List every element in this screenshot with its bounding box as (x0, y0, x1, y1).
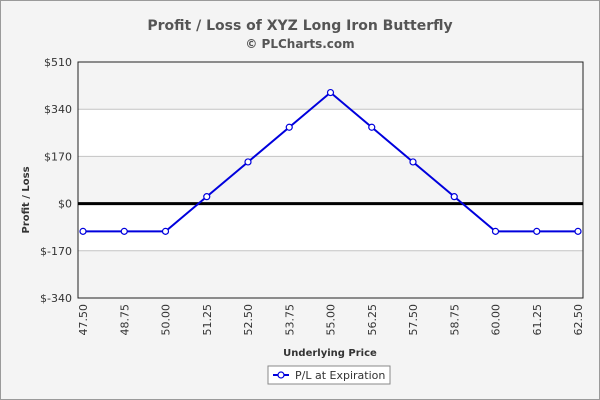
chart-subtitle: © PLCharts.com (245, 37, 354, 51)
x-tick-label: 47.50 (77, 304, 90, 336)
x-tick-label: 60.00 (490, 304, 503, 336)
data-point (450, 193, 458, 201)
data-point (120, 227, 128, 235)
data-point (203, 193, 211, 201)
y-tick-label: $-340 (40, 292, 72, 305)
x-tick-label: 57.50 (407, 304, 420, 336)
y-tick-label: $-170 (40, 245, 72, 258)
x-tick-label: 55.00 (325, 304, 338, 336)
data-point (161, 227, 170, 235)
x-tick-label: 48.75 (118, 304, 131, 336)
legend-series-label: P/L at Expiration (295, 369, 385, 382)
x-tick-label: 53.75 (283, 304, 296, 336)
x-tick-label: 58.75 (448, 304, 461, 336)
x-axis-title: Underlying Price (283, 348, 377, 359)
data-point (574, 227, 582, 235)
plot-band (78, 203, 583, 251)
x-tick-label: 51.25 (201, 304, 214, 336)
legend-box (267, 365, 391, 385)
data-point (79, 227, 87, 235)
plot-area-border (77, 61, 584, 299)
y-tick-label: $340 (44, 103, 72, 116)
data-point (491, 227, 500, 235)
y-axis-ticks: $-340 $-170 $0 $170 $340 $510 (40, 56, 72, 305)
y-tick-label: $0 (58, 198, 72, 211)
plot-band (78, 250, 583, 298)
data-point (326, 88, 335, 97)
x-tick-label: 50.00 (160, 304, 173, 336)
data-point (368, 123, 376, 131)
legend-series-marker (277, 371, 285, 379)
x-axis-ticks: 47.50 48.75 50.00 51.25 52.50 53.75 55.00 56.25… (77, 304, 585, 336)
plot-background-bands (78, 62, 583, 298)
x-tick-label: 52.50 (242, 304, 255, 336)
gridlines (78, 108, 583, 252)
y-axis-title: Profit / Loss (21, 166, 32, 233)
x-tick-label: 62.50 (572, 304, 585, 336)
legend: P/L at Expiration (267, 365, 391, 385)
series-group (79, 88, 582, 235)
plot-band (78, 156, 583, 204)
data-point (409, 158, 417, 166)
y-tick-label: $170 (44, 150, 72, 163)
x-tick-label: 61.25 (531, 304, 544, 336)
plot-band (78, 109, 583, 157)
x-tick-label: 56.25 (366, 304, 379, 336)
data-point (533, 227, 541, 235)
data-point (285, 123, 293, 131)
chart-title: Profit / Loss of XYZ Long Iron Butterfly (147, 18, 452, 34)
y-tick-label: $510 (44, 56, 72, 69)
data-point (244, 158, 252, 166)
plot-band (78, 62, 583, 110)
